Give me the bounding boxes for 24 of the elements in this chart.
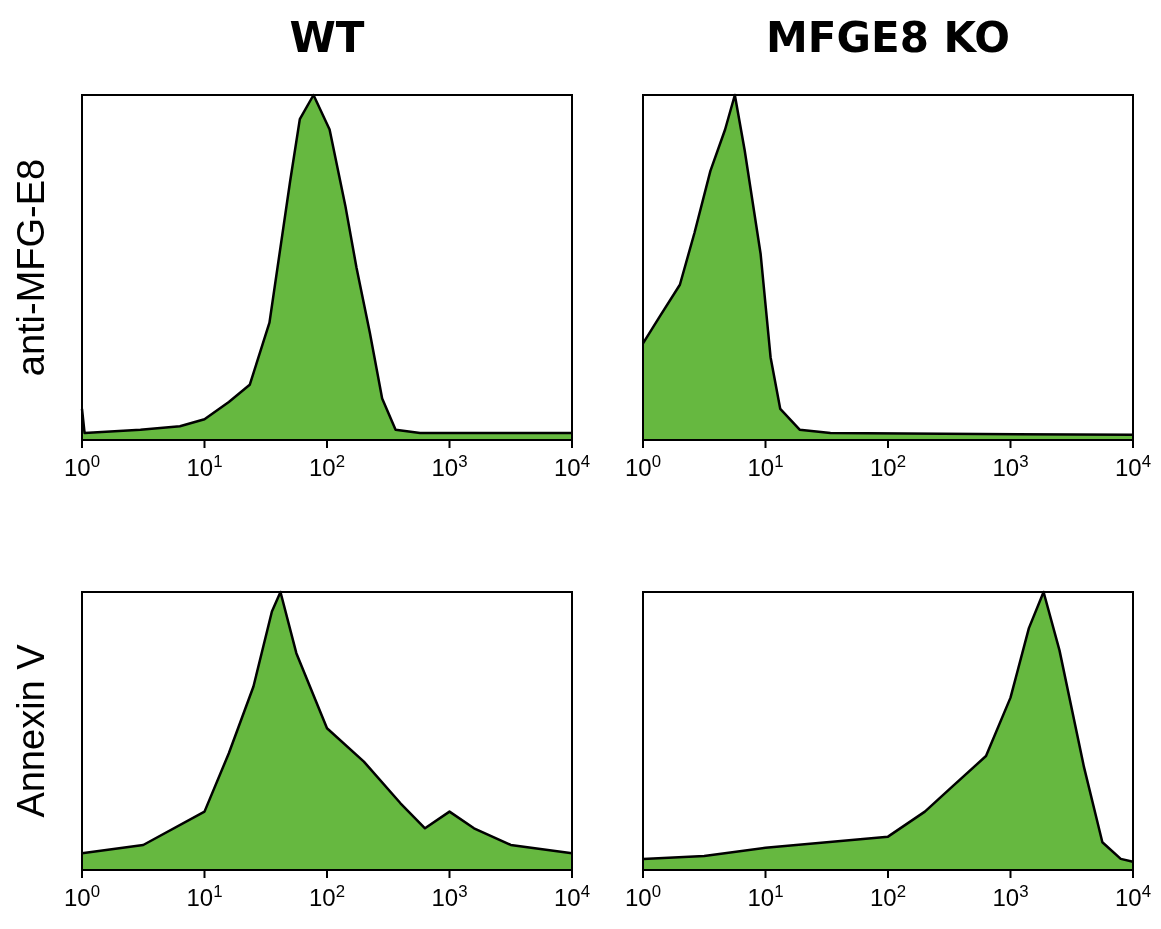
x-tick-label: 10$^{1}$: [186, 881, 223, 911]
x-tick-label: 10$^{1}$: [747, 881, 784, 911]
x-tick-label: 10$^{2}$: [869, 881, 907, 911]
x-tick-label: 10$^{2}$: [869, 451, 907, 481]
x-tick-label: 10$^{3}$: [992, 881, 1029, 911]
x-tick-label: 10$^{4}$: [553, 881, 591, 911]
x-tick-label: 10$^{3}$: [431, 881, 468, 911]
x-tick-label: 10$^{0}$: [63, 881, 101, 911]
y-axis-title: Annexin V: [10, 643, 52, 818]
y-axis-title: anti-MFG-E8: [10, 158, 52, 377]
x-tick-label: 10$^{3}$: [992, 451, 1029, 481]
chart-title: MFGE8 KO: [766, 13, 1010, 62]
x-tick-label: 10$^{3}$: [431, 451, 468, 481]
x-tick-label: 10$^{0}$: [624, 451, 662, 481]
x-tick-label: 10$^{0}$: [63, 451, 101, 481]
x-tick-label: 10$^{4}$: [1114, 451, 1152, 481]
x-tick-label: 10$^{1}$: [747, 451, 784, 481]
x-tick-label: 10$^{4}$: [553, 451, 591, 481]
x-tick-label: 10$^{0}$: [624, 881, 662, 911]
chart-title: WT: [289, 13, 365, 62]
x-tick-label: 10$^{2}$: [308, 451, 346, 481]
x-tick-label: 10$^{2}$: [308, 881, 346, 911]
x-tick-label: 10$^{4}$: [1114, 881, 1152, 911]
x-tick-label: 10$^{1}$: [186, 451, 223, 481]
